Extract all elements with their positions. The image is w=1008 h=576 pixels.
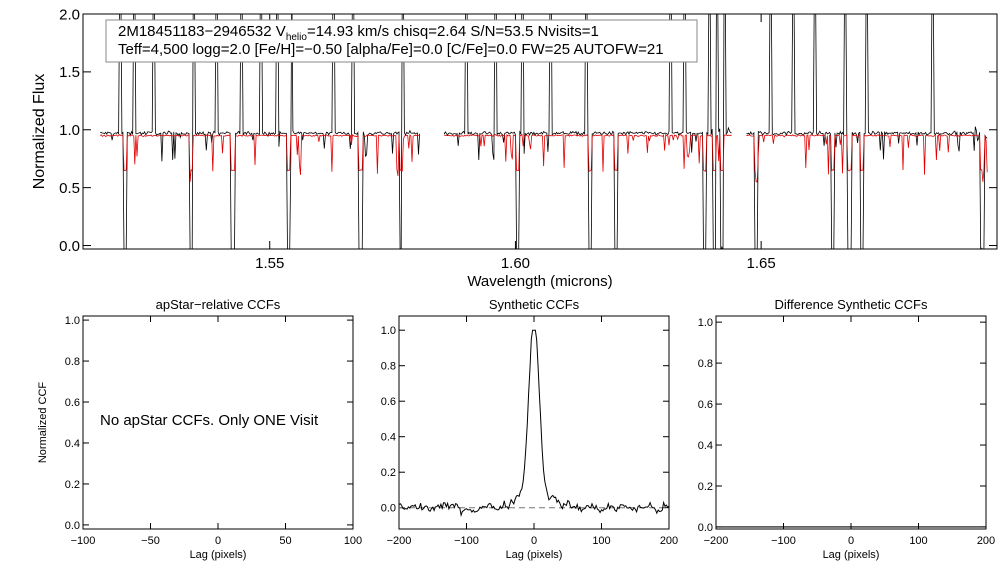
plot-frame bbox=[398, 315, 670, 530]
y-tick-label: 0.0 bbox=[698, 522, 713, 534]
legend-snr: S/N=53.5 bbox=[466, 23, 533, 40]
x-axis-label: Wavelength (microns) bbox=[467, 273, 612, 290]
y-tick-label: 1.0 bbox=[381, 325, 396, 337]
synthetic-spectrum-line bbox=[99, 133, 420, 182]
x-tick-label: 0 bbox=[531, 535, 537, 547]
x-tick-label: 0 bbox=[848, 535, 854, 547]
synthetic-spectrum-line bbox=[444, 133, 732, 172]
y-tick-label: 0.2 bbox=[65, 479, 80, 491]
y-tick-label: 1.0 bbox=[59, 122, 80, 139]
y-tick-label: 0.8 bbox=[381, 361, 396, 373]
legend-chisq: chisq=2.64 bbox=[389, 23, 466, 40]
y-tick-label: 0.4 bbox=[381, 432, 396, 444]
x-tick-label: 50 bbox=[279, 535, 291, 547]
legend-line-2: Teff=4,500 logg=2.0 [Fe/H]=−0.50 [alpha/… bbox=[118, 41, 664, 58]
x-tick-label: 1.65 bbox=[747, 255, 776, 272]
x-axis-label: Lag (pixels) bbox=[506, 549, 563, 561]
panel-title: apStar−relative CCFs bbox=[156, 297, 281, 312]
y-tick-label: 0.5 bbox=[59, 180, 80, 197]
x-tick-label: 100 bbox=[909, 535, 927, 547]
x-tick-label: 1.55 bbox=[255, 255, 284, 272]
plot-frame bbox=[715, 315, 987, 530]
y-tick-label: 0.2 bbox=[381, 467, 396, 479]
synthetic-ccf-panel: −200 −100 0 100 200 0.0 0.2 0.4 0.6 0.8 1.0 Lag (pi… bbox=[381, 297, 678, 561]
y-tick-label: 1.5 bbox=[59, 64, 80, 81]
spectrum-panel: 1.55 1.60 1.65 0.0 0.5 1.0 1.5 2.0 Wavelength (m… bbox=[31, 6, 998, 290]
y-tick-label: 0.0 bbox=[65, 520, 80, 532]
panel-title: Difference Synthetic CCFs bbox=[775, 297, 928, 312]
x-tick-label: −100 bbox=[454, 535, 479, 547]
x-tick-label: 1.60 bbox=[501, 255, 530, 272]
x-tick-label: −100 bbox=[771, 535, 796, 547]
x-tick-label: −200 bbox=[387, 535, 412, 547]
y-tick-label: 0.6 bbox=[381, 396, 396, 408]
legend-v-rest: =14.93 km/s bbox=[307, 23, 389, 40]
legend-v-prefix: V bbox=[276, 23, 286, 40]
difference-ccf-panel: −200 −100 0 100 200 0.0 0.2 0.4 0.6 0.8 1.0 Lag (pi… bbox=[698, 297, 995, 561]
x-tick-label: −100 bbox=[71, 535, 96, 547]
observed-spectrum-line bbox=[746, 14, 988, 249]
legend-box bbox=[105, 19, 698, 63]
y-tick-label: 0.4 bbox=[698, 440, 713, 452]
synthetic-ccf-line bbox=[398, 329, 670, 518]
y-tick-label: 0.8 bbox=[65, 356, 80, 368]
y-tick-label: 1.0 bbox=[698, 317, 713, 329]
x-axis-label: Lag (pixels) bbox=[823, 549, 880, 561]
no-ccf-annotation: No apStar CCFs. Only ONE Visit bbox=[100, 412, 319, 429]
y-tick-label: 0.8 bbox=[698, 358, 713, 370]
y-axis-label: Normalized CCF bbox=[37, 382, 49, 464]
x-axis-label: Lag (pixels) bbox=[190, 549, 247, 561]
y-tick-label: 0.6 bbox=[65, 397, 80, 409]
x-tick-label: 100 bbox=[592, 535, 610, 547]
y-tick-label: 0.0 bbox=[59, 238, 80, 255]
legend-nvisits: Nvisits=1 bbox=[533, 23, 598, 40]
plot-frame bbox=[82, 13, 998, 250]
legend-v-sub: helio bbox=[286, 32, 308, 43]
y-tick-label: 0.2 bbox=[698, 481, 713, 493]
x-tick-label: 100 bbox=[344, 535, 362, 547]
synthetic-spectrum-line bbox=[746, 134, 988, 183]
panel-title: Synthetic CCFs bbox=[489, 297, 580, 312]
y-tick-label: 0.4 bbox=[65, 438, 80, 450]
y-axis-label: Normalized Flux bbox=[31, 74, 48, 190]
legend-line-1: 2M18451183−2946532 Vhelio=14.93 km/s chi… bbox=[118, 23, 599, 43]
y-tick-label: 1.0 bbox=[65, 315, 80, 327]
legend-star-id: 2M18451183−2946532 bbox=[118, 23, 276, 40]
x-tick-label: −50 bbox=[141, 535, 160, 547]
x-tick-label: −200 bbox=[704, 535, 729, 547]
x-tick-label: 0 bbox=[215, 535, 221, 547]
y-tick-label: 0.6 bbox=[698, 399, 713, 411]
y-tick-label: 0.0 bbox=[381, 503, 396, 515]
y-tick-label: 2.0 bbox=[59, 6, 80, 23]
x-tick-label: 200 bbox=[660, 535, 678, 547]
apstar-ccf-panel: −100 −50 0 50 100 0.0 0.2 0.4 0.6 0.8 1.0 Lag (pixe… bbox=[37, 297, 362, 561]
x-tick-label: 200 bbox=[977, 535, 995, 547]
